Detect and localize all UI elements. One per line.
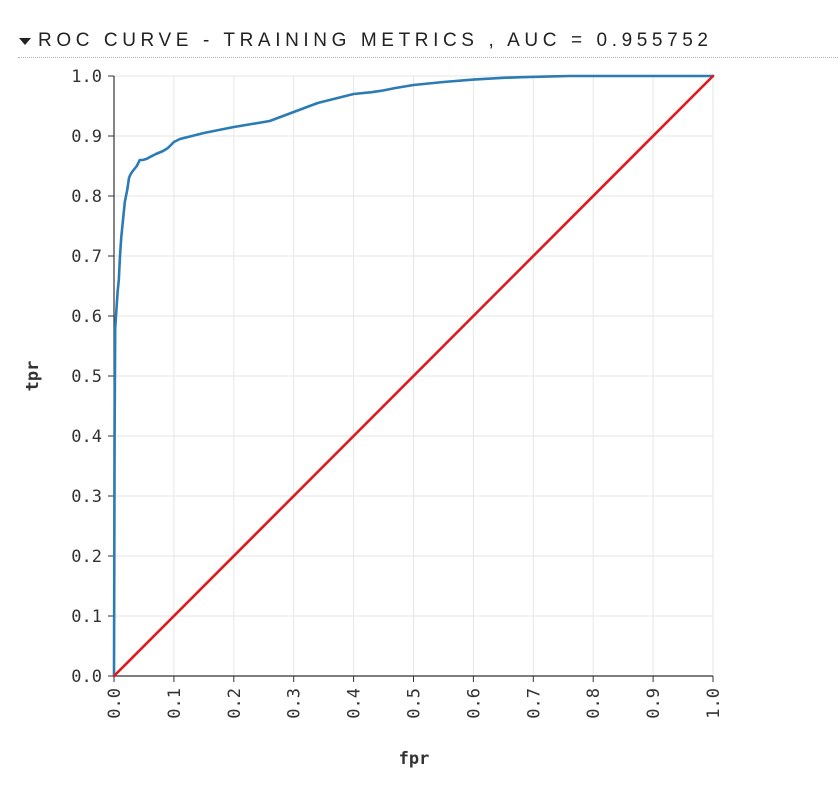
series-lines [112, 74, 715, 678]
y-tick-label-4: 0.4 [71, 427, 102, 447]
x-axis-title: fpr [399, 749, 430, 769]
y-tick-label-10: 1.0 [71, 67, 102, 87]
y-axis-title: tpr [23, 361, 43, 392]
y-tick-label-3: 0.3 [71, 487, 102, 507]
y-tick-label-0: 0.0 [71, 667, 102, 687]
y-tick-label-6: 0.6 [71, 307, 102, 327]
y-tick-label-1: 0.1 [71, 607, 102, 627]
x-tick-label-4: 0.4 [345, 688, 365, 719]
y-tick-label-7: 0.7 [71, 247, 102, 267]
x-tick-label-3: 0.3 [285, 688, 305, 719]
grid-lines [113, 75, 714, 677]
tick-labels: 0.0 0.1 0.2 0.3 0.4 0.5 0.6 0.7 0.8 0.9 1.0 0.0 0.1 0… [71, 67, 724, 719]
x-tick-label-5: 0.5 [405, 688, 425, 719]
x-tick-label-1: 0.1 [165, 688, 185, 719]
section-title: ROC CURVE - TRAINING METRICS , AUC = 0.9… [38, 30, 713, 51]
x-tick-label-6: 0.6 [464, 688, 484, 719]
x-tick-label-10: 1.0 [704, 688, 724, 719]
x-tick-label-9: 0.9 [644, 688, 664, 719]
caret-down-icon[interactable] [18, 34, 34, 50]
x-tick-label-2: 0.2 [225, 688, 245, 719]
y-tick-label-2: 0.2 [71, 547, 102, 567]
section-header: ROC CURVE - TRAINING METRICS , AUC = 0.9… [18, 28, 838, 58]
y-tick-label-9: 0.9 [71, 127, 102, 147]
y-tick-label-8: 0.8 [71, 187, 102, 207]
roc-curve-line [112, 74, 715, 678]
x-tick-label-0: 0.0 [105, 688, 125, 719]
x-tick-label-7: 0.7 [524, 688, 544, 719]
x-tick-label-8: 0.8 [584, 688, 604, 719]
y-tick-label-5: 0.5 [71, 367, 102, 387]
diagonal-reference-line [112, 74, 715, 678]
